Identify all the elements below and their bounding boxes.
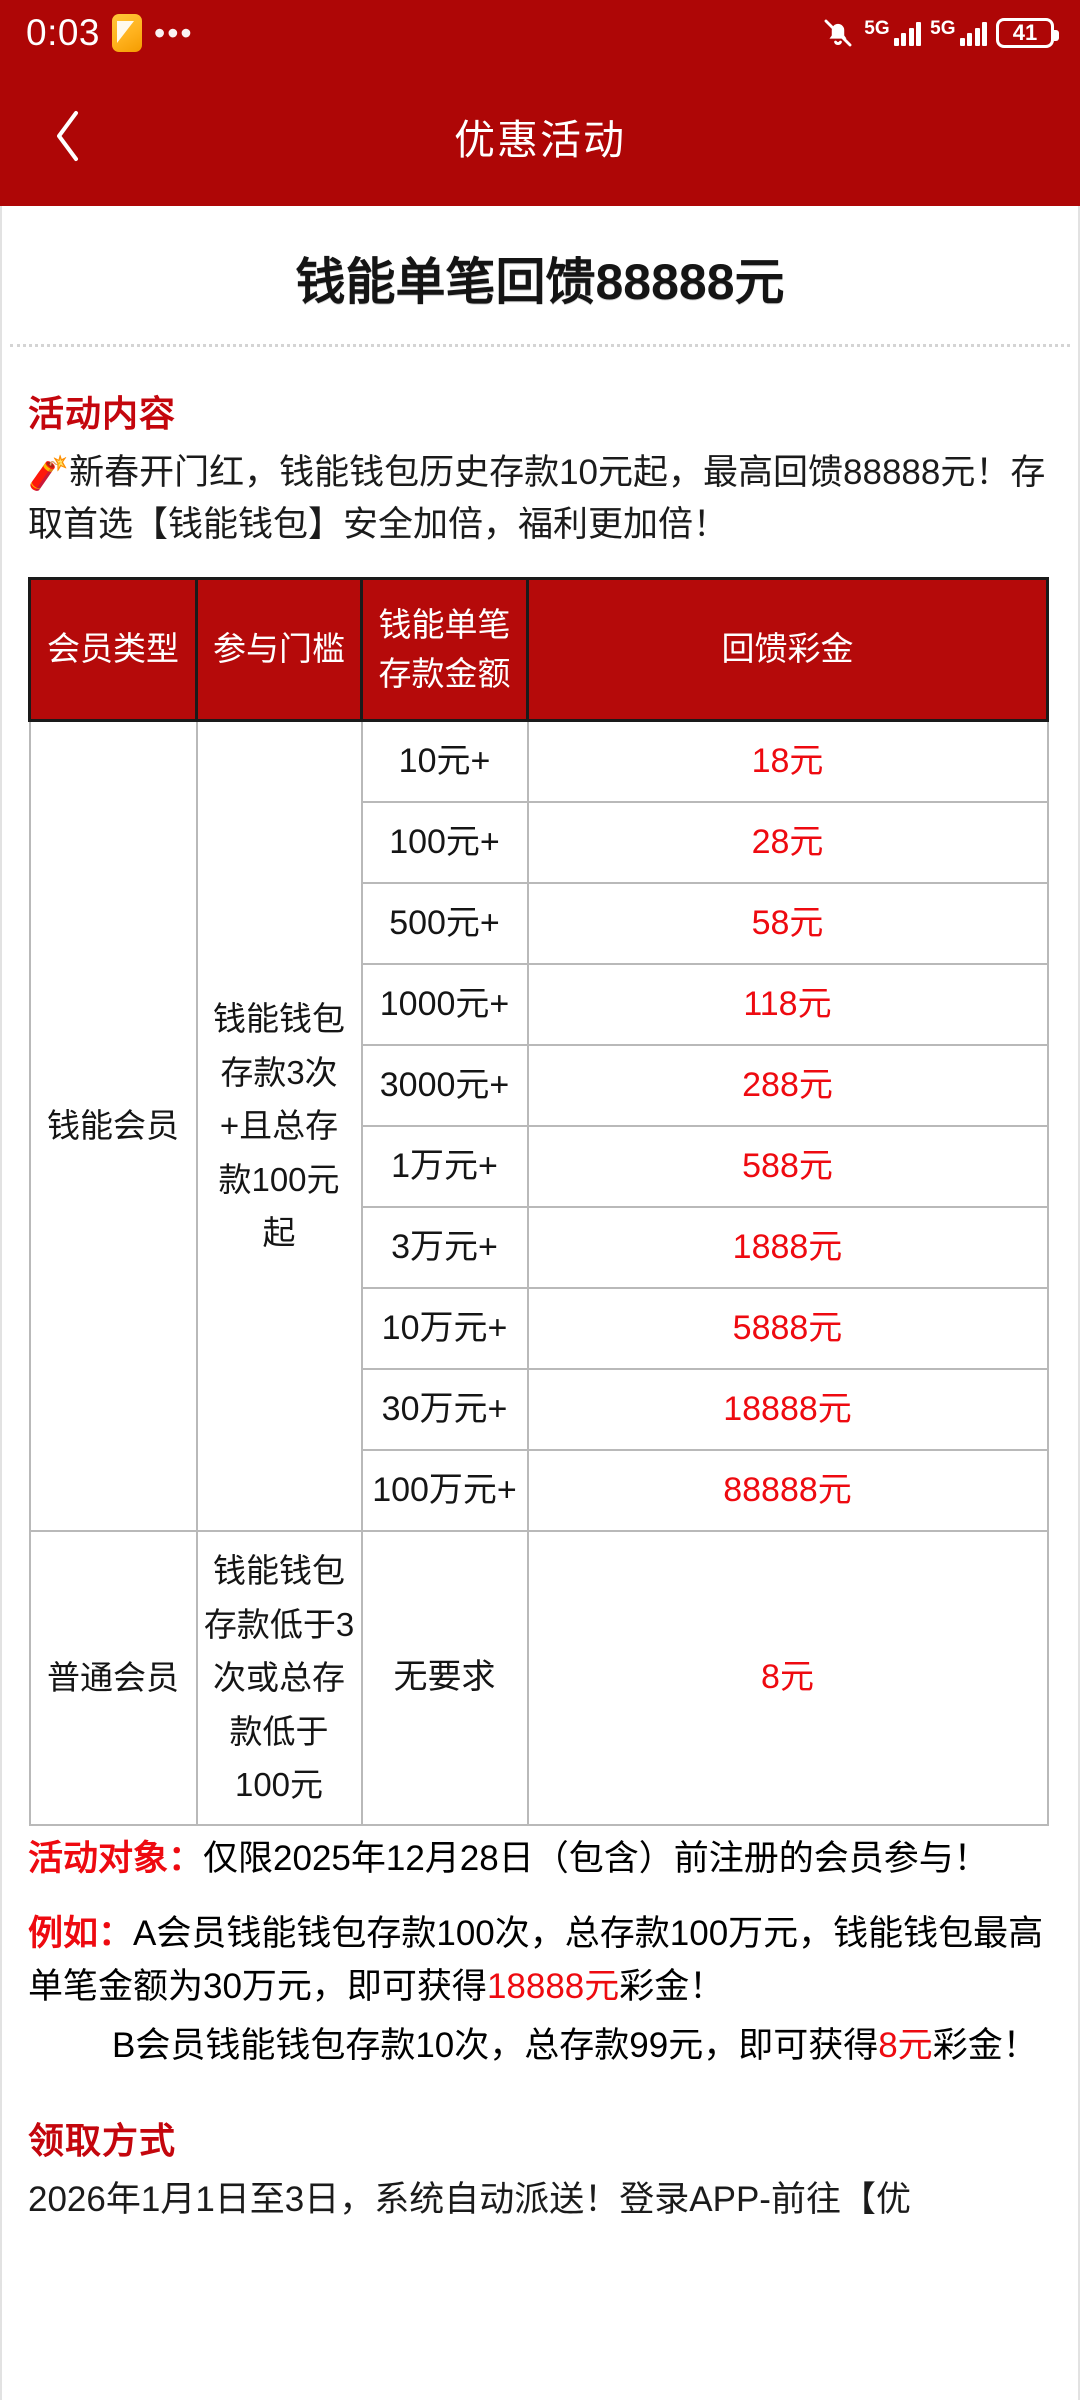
cell-deposit: 100元+ — [360, 800, 529, 884]
table-row: 100万元+ 88888元 — [30, 1449, 1049, 1533]
example-a-amount: 18888元 — [486, 1967, 620, 2007]
cell-bonus: 1888元 — [526, 1206, 1049, 1290]
section-heading-claim-method: 领取方式 — [28, 2120, 177, 2162]
table-row: 3万元+ 1888元 — [30, 1206, 1049, 1290]
status-bar-right: 5G 5G 41 — [821, 16, 1059, 50]
battery-level-label: 41 — [1012, 20, 1038, 45]
cell-bonus: 588元 — [526, 1124, 1049, 1209]
cell-member-type-vip: 钱能会员 — [28, 719, 198, 1533]
cell-bonus: 8元 — [526, 1530, 1049, 1826]
app-bar: 优惠活动 — [0, 66, 1080, 206]
section-heading-activity-content: 活动内容 — [28, 393, 177, 434]
cell-member-type-normal: 普通会员 — [28, 1530, 198, 1826]
example-b-amount: 8元 — [878, 2026, 933, 2066]
promo-headline: 钱能单笔回馈88888元 — [295, 254, 785, 310]
cell-bonus: 18888元 — [526, 1368, 1049, 1452]
promo-table-wrap: 会员类型 参与门槛 钱能单笔存款金额 回馈彩金 钱能会员 钱能钱包存款3次+且总… — [28, 576, 1052, 1826]
sim2-network-label: 5G — [930, 17, 956, 39]
status-clock: 0:03 — [26, 12, 101, 53]
cell-bonus: 5888元 — [526, 1287, 1049, 1371]
table-row: 30万元+ 18888元 — [30, 1368, 1049, 1452]
cell-deposit: 3万元+ — [360, 1206, 529, 1290]
cell-threshold-normal: 钱能钱包存款低于3次或总存款低于100元 — [195, 1530, 363, 1826]
cell-bonus: 58元 — [526, 881, 1049, 965]
battery-indicator: 41 — [996, 18, 1059, 48]
cell-bonus: 18元 — [526, 719, 1049, 803]
audience-note: 活动对象：仅限2025年12月28日（包含）前注册的会员参与！ — [28, 1832, 1052, 1885]
promo-content: 活动内容 🧨新春开门红，钱能钱包历史存款10元起，最高回馈88888元！存取首选… — [2, 385, 1078, 2227]
example-b-text-part2: 彩金！ — [932, 2026, 1038, 2066]
reward-table: 会员类型 参与门槛 钱能单笔存款金额 回馈彩金 钱能会员 钱能钱包存款3次+且总… — [28, 576, 1049, 1826]
cell-bonus: 88888元 — [526, 1449, 1049, 1533]
cell-deposit: 10万元+ — [360, 1287, 529, 1371]
orange-app-icon — [112, 14, 143, 52]
cell-bonus: 288元 — [526, 1043, 1049, 1127]
status-bar-left: 0:03 ••• — [26, 12, 194, 54]
activity-intro-paragraph: 🧨新春开门红，钱能钱包历史存款10元起，最高回馈88888元！存取首选【钱能钱包… — [28, 447, 1052, 551]
signal-bars-sim1 — [893, 21, 922, 46]
table-row: 10万元+ 5888元 — [30, 1287, 1049, 1371]
back-button[interactable] — [20, 66, 116, 206]
table-header-row: 会员类型 参与门槛 钱能单笔存款金额 回馈彩金 — [28, 576, 1049, 722]
signal-indicator-sim1: 5G — [864, 17, 922, 46]
col-header-bonus: 回馈彩金 — [526, 576, 1049, 722]
claim-text: 2026年1月1日至3日，系统自动派送！登录APP-前往【优 — [28, 2180, 911, 2220]
signal-bars-sim2 — [959, 21, 987, 46]
cell-deposit: 1万元+ — [360, 1124, 529, 1209]
cell-deposit: 3000元+ — [360, 1043, 529, 1127]
signal-indicator-sim2: 5G — [930, 17, 987, 46]
bell-mute-icon — [821, 16, 855, 50]
claim-section: 领取方式 2026年1月1日至3日，系统自动派送！登录APP-前往【优 — [28, 2112, 1052, 2227]
table-row: 普通会员 钱能钱包存款低于3次或总存款低于100元 无要求 8元 — [28, 1530, 1049, 1826]
example-note-a: 例如：A会员钱能钱包存款100次，总存款100万元，钱能钱包最高单笔金额为30万… — [28, 1907, 1052, 2013]
cell-deposit: 30万元+ — [360, 1368, 529, 1452]
col-header-deposit-amount: 钱能单笔存款金额 — [360, 576, 529, 722]
cell-deposit: 1000元+ — [360, 962, 529, 1046]
cell-deposit: 10元+ — [360, 719, 529, 803]
audience-text: 仅限2025年12月28日（包含）前注册的会员参与！ — [203, 1838, 989, 1878]
more-dots-icon: ••• — [154, 15, 194, 51]
example-a-text-part1: A会员钱能钱包存款100次，总存款100万元，钱能钱包最高单笔金额为30万元，即… — [28, 1913, 1044, 2007]
table-row: 1万元+ 588元 — [30, 1124, 1049, 1209]
cell-threshold-vip: 钱能钱包存款3次+且总存款100元起 — [195, 719, 363, 1533]
col-header-threshold: 参与门槛 — [195, 576, 363, 722]
cell-bonus: 118元 — [526, 962, 1049, 1046]
example-b-text-part1: B会员钱能钱包存款10次，总存款99元，即可获得 — [112, 2026, 879, 2066]
firecracker-icon: 🧨 — [28, 454, 70, 491]
cell-bonus: 28元 — [526, 800, 1049, 884]
table-row: 100元+ 28元 — [30, 800, 1049, 884]
example-label: 例如： — [28, 1913, 134, 1953]
page-title: 优惠活动 — [454, 117, 626, 163]
example-note-b: B会员钱能钱包存款10次，总存款99元，即可获得8元彩金！ — [28, 2019, 1052, 2072]
example-a-text-part2: 彩金！ — [619, 1967, 725, 2007]
status-bar: 0:03 ••• 5G 5G 41 — [0, 0, 1080, 66]
promo-page: 钱能单笔回馈88888元 活动内容 🧨新春开门红，钱能钱包历史存款10元起，最高… — [0, 206, 1080, 2400]
activity-intro-text: 新春开门红，钱能钱包历史存款10元起，最高回馈88888元！存取首选【钱能钱包】… — [28, 453, 1046, 544]
col-header-member-type: 会员类型 — [28, 576, 198, 722]
audience-label: 活动对象： — [28, 1838, 204, 1878]
sim1-network-label: 5G — [864, 17, 890, 39]
table-row: 500元+ 58元 — [30, 881, 1049, 965]
divider — [10, 344, 1070, 347]
table-row: 1000元+ 118元 — [30, 962, 1049, 1046]
cell-deposit: 无要求 — [360, 1530, 529, 1826]
chevron-left-icon — [51, 108, 85, 164]
table-row: 3000元+ 288元 — [30, 1043, 1049, 1127]
cell-deposit: 500元+ — [360, 881, 529, 965]
cell-deposit: 100万元+ — [360, 1449, 529, 1533]
table-row: 钱能会员 钱能钱包存款3次+且总存款100元起 10元+ 18元 — [28, 719, 1049, 1533]
